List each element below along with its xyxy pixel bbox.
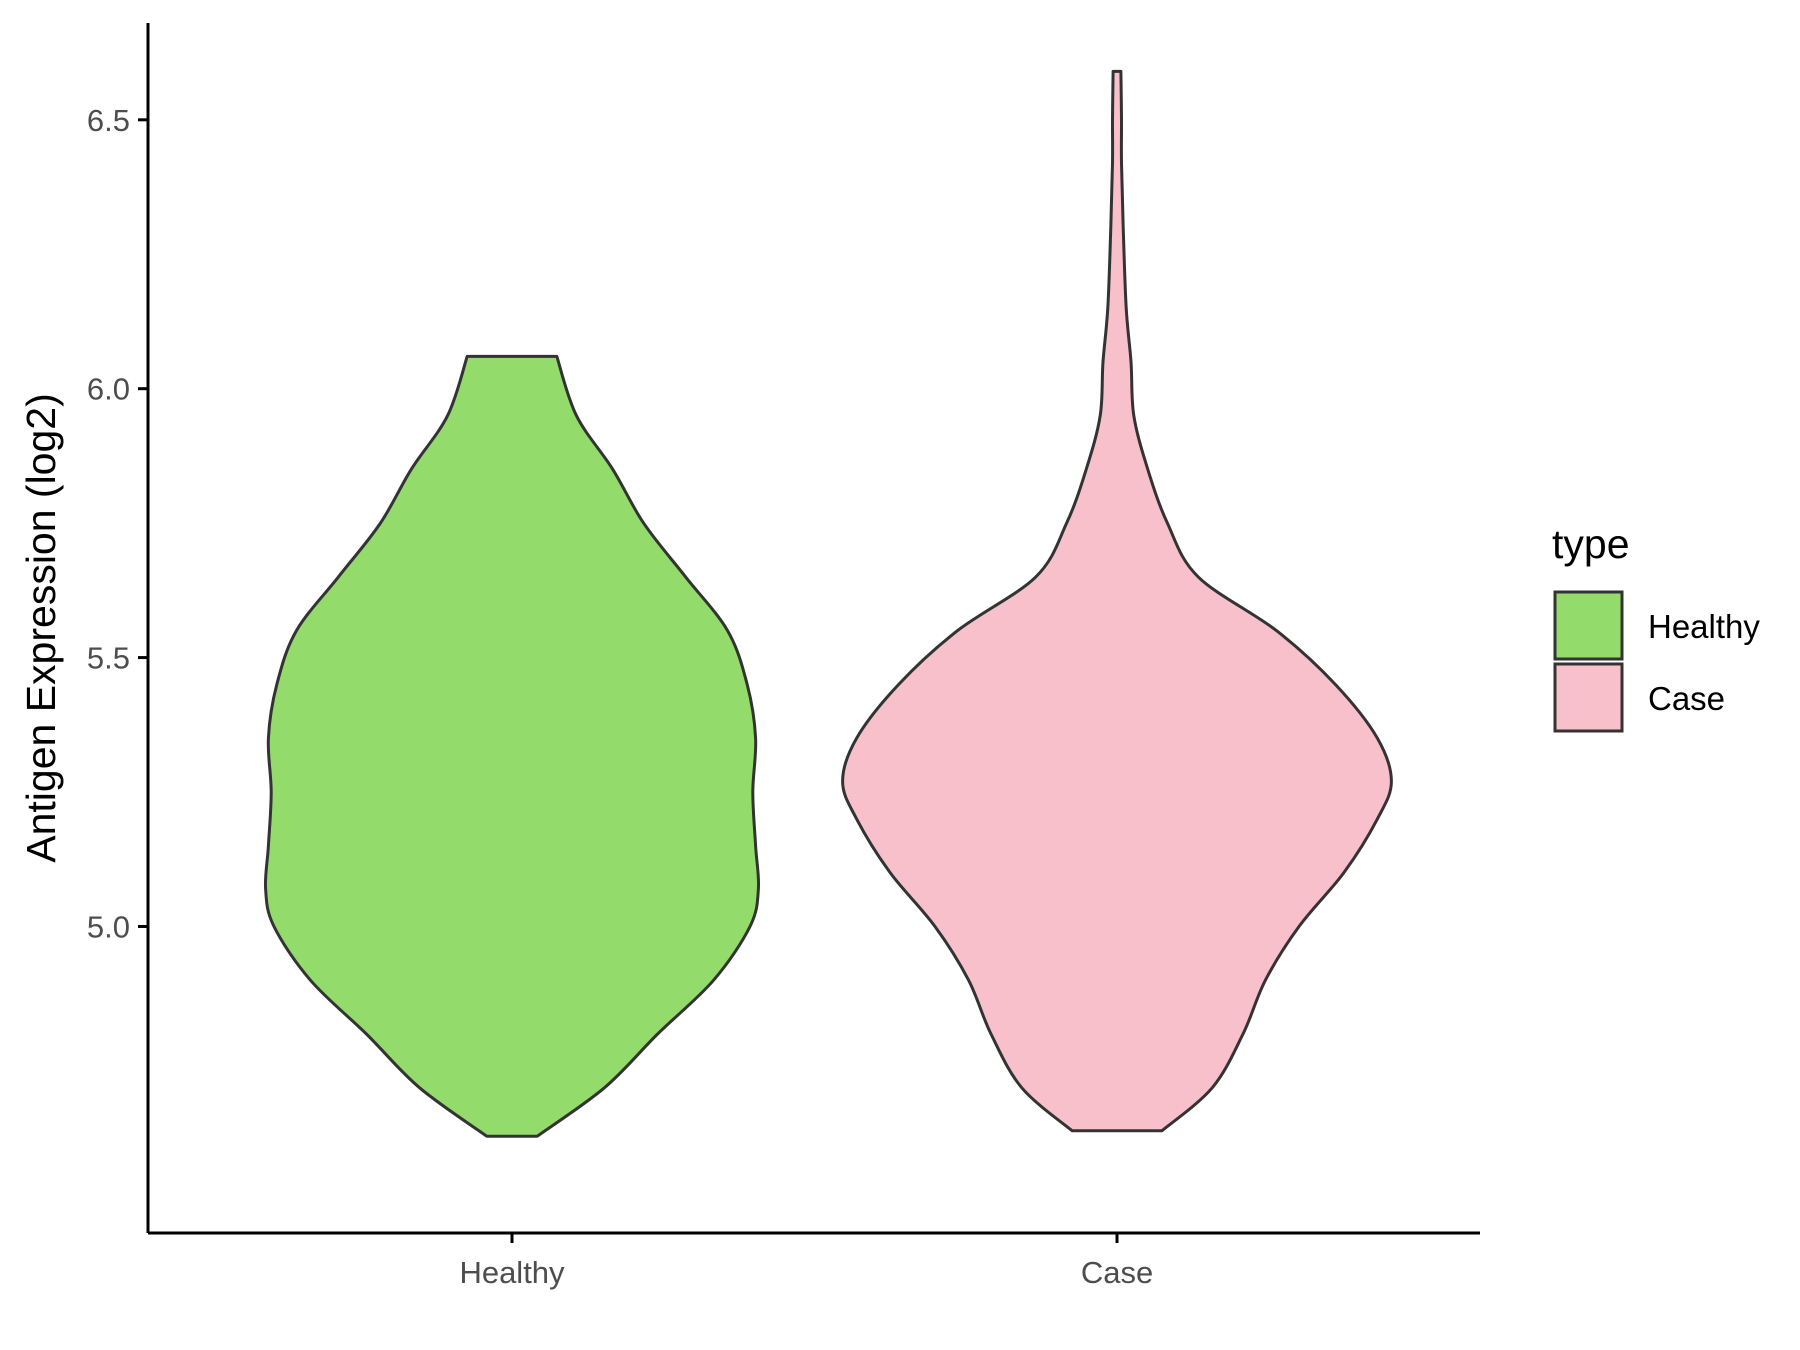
y-tick-label: 6.5 <box>87 103 130 138</box>
legend-key-healthy <box>1553 590 1624 661</box>
violin-case <box>841 69 1393 1133</box>
axes: 5.0 5.5 6.0 6.5 Healthy Case <box>87 23 1480 1290</box>
legend-label-healthy: Healthy <box>1648 608 1760 645</box>
y-tick-label: 5.5 <box>87 641 130 676</box>
violin-healthy <box>263 354 761 1138</box>
legend-label-case: Case <box>1648 680 1725 717</box>
y-ticks: 5.0 5.5 6.0 6.5 <box>87 103 148 944</box>
legend-key-case <box>1553 662 1624 733</box>
y-tick-label: 6.0 <box>87 372 130 407</box>
violin-layer <box>263 69 1393 1138</box>
legend-title: type <box>1552 521 1630 567</box>
x-tick-label-healthy: Healthy <box>459 1255 565 1290</box>
y-tick-label: 5.0 <box>87 909 130 944</box>
y-axis-title: Antigen Expression (log2) <box>18 393 64 862</box>
x-ticks: Healthy Case <box>459 1233 1153 1290</box>
legend: type Healthy Case <box>1552 521 1760 733</box>
x-tick-label-case: Case <box>1081 1255 1153 1290</box>
